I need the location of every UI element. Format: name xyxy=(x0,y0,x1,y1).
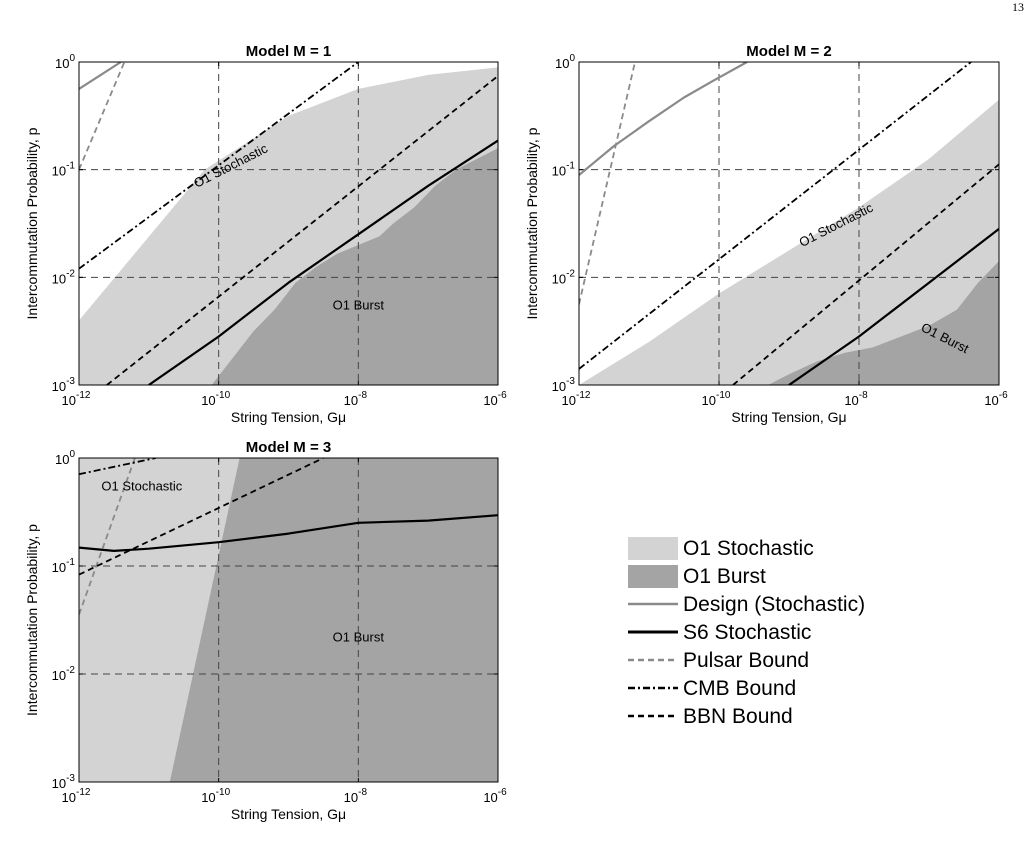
y-tick-label: 10-2 xyxy=(52,268,76,286)
x-tick-label: 10-8 xyxy=(344,390,368,408)
y-axis-label: Intercommutation Probability, p xyxy=(24,127,40,319)
y-tick-label: 100 xyxy=(55,53,75,71)
y-tick-label: 10-3 xyxy=(52,773,76,791)
y-axis-label: Intercommutation Probability, p xyxy=(24,524,40,716)
plot-frame xyxy=(578,61,1000,386)
series-pulsar-bound xyxy=(79,458,136,615)
series-pulsar-bound xyxy=(79,62,126,171)
region-label: O1 Burst xyxy=(333,298,385,313)
legend-label: O1 Burst xyxy=(683,565,766,588)
x-axis-label: String Tension, Gμ xyxy=(231,409,346,425)
series-s6-stochastic xyxy=(148,139,498,385)
series-design-stochastic xyxy=(79,62,122,90)
chart-title: Model M = 3 xyxy=(246,439,331,456)
region-label: O1 Burst xyxy=(333,630,385,645)
legend-item-pulsar-bound: Pulsar Bound xyxy=(628,649,809,672)
y-tick-label: 10-1 xyxy=(552,161,576,179)
y-tick-label: 10-2 xyxy=(52,665,76,683)
series-bbn-bound xyxy=(79,458,324,576)
series-pulsar-bound xyxy=(579,62,636,305)
page-number: 13 xyxy=(1012,0,1024,14)
chart-title: Model M = 1 xyxy=(246,43,331,60)
series-cmb-bound xyxy=(79,62,359,270)
legend-item-bbn-bound: BBN Bound xyxy=(628,705,793,728)
region-label: O1 Stochastic xyxy=(101,478,182,493)
y-tick-label: 10-3 xyxy=(552,376,576,394)
x-axis-label: String Tension, Gμ xyxy=(731,409,846,425)
chart-title: Model M = 2 xyxy=(746,43,831,60)
legend: O1 Stochastic O1 Burst Design (Stochastic)… xyxy=(628,537,865,728)
x-tick-label: 10-10 xyxy=(702,390,731,408)
x-tick-label: 10-8 xyxy=(844,390,868,408)
x-tick-label: 10-8 xyxy=(344,787,368,805)
x-tick-label: 10-6 xyxy=(984,390,1008,408)
legend-swatch xyxy=(628,565,678,588)
legend-label: CMB Bound xyxy=(683,677,796,700)
series-design-stochastic xyxy=(579,62,748,176)
legend-label: O1 Stochastic xyxy=(683,537,814,560)
series-cmb-bound xyxy=(79,458,156,476)
series-bbn-bound xyxy=(732,163,999,385)
series-bbn-bound xyxy=(106,75,498,385)
legend-label: BBN Bound xyxy=(683,705,793,728)
region-o1-burst xyxy=(211,148,498,385)
y-tick-label: 100 xyxy=(555,53,575,71)
legend-item-s6-stochastic: S6 Stochastic xyxy=(628,621,811,644)
x-axis-label: String Tension, Gμ xyxy=(231,806,346,822)
series-s6-stochastic xyxy=(788,228,999,385)
x-tick-label: 10-10 xyxy=(201,390,230,408)
legend-label: Pulsar Bound xyxy=(683,649,809,672)
y-tick-label: 10-2 xyxy=(552,268,576,286)
legend-swatch xyxy=(628,537,678,560)
legend-item-o1-stochastic: O1 Stochastic xyxy=(628,537,814,560)
y-axis-label: Intercommutation Probability, p xyxy=(524,127,540,319)
x-tick-label: 10-6 xyxy=(483,787,507,805)
y-tick-label: 10-3 xyxy=(52,376,76,394)
legend-label: Design (Stochastic) xyxy=(683,593,865,616)
plot-frame xyxy=(78,457,499,783)
y-tick-label: 10-1 xyxy=(52,557,76,575)
legend-item-o1-burst: O1 Burst xyxy=(628,565,766,588)
series-s6-stochastic xyxy=(79,514,498,552)
x-tick-label: 10-10 xyxy=(201,787,230,805)
y-tick-label: 100 xyxy=(55,449,75,467)
legend-item-cmb-bound: CMB Bound xyxy=(628,677,796,700)
region-o1-stochastic xyxy=(579,99,999,385)
legend-label: S6 Stochastic xyxy=(683,621,811,644)
legend-item-design-stochastic: Design (Stochastic) xyxy=(628,593,865,616)
plot-frame xyxy=(78,61,499,386)
y-tick-label: 10-1 xyxy=(52,161,76,179)
region-o1-burst xyxy=(768,261,999,385)
x-tick-label: 10-6 xyxy=(483,390,507,408)
plot-area: O1 Stochastic O1 Burst xyxy=(79,458,498,782)
